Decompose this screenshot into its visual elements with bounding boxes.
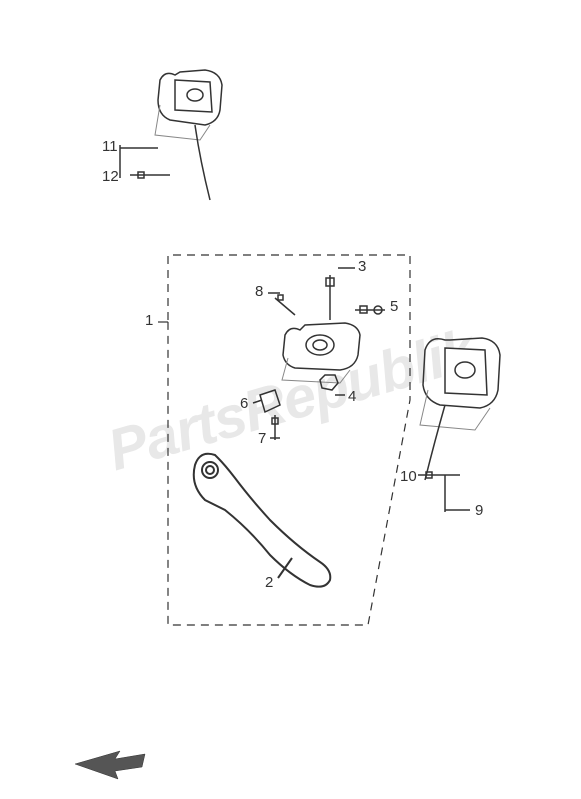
part-label-2: 2 <box>265 574 273 591</box>
part-label-7: 7 <box>258 430 266 447</box>
part-label-5: 5 <box>390 298 398 315</box>
part-label-9: 9 <box>475 502 483 519</box>
part-label-11: 11 <box>102 138 118 155</box>
part-label-10: 10 <box>400 468 417 485</box>
part-label-1: 1 <box>145 312 153 329</box>
diagram-container: PartsRepublik <box>0 0 581 799</box>
part-label-6: 6 <box>240 395 248 412</box>
parts-diagram-svg <box>0 0 581 799</box>
part-label-8: 8 <box>255 283 263 300</box>
part-label-3: 3 <box>358 258 366 275</box>
part-label-4: 4 <box>348 388 356 405</box>
part-label-12: 12 <box>102 168 119 185</box>
